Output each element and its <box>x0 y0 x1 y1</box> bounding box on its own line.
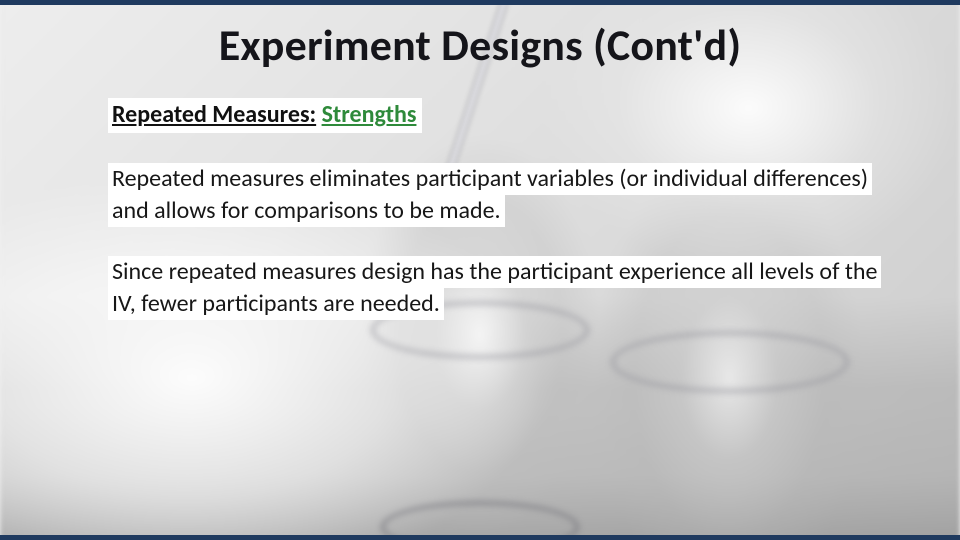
subheading-topic: Repeated Measures: <box>112 100 316 129</box>
body-paragraph-text: Since repeated measures design has the p… <box>108 256 881 320</box>
subheading-emphasis: Strengths <box>322 100 417 129</box>
body-paragraph-text: Repeated measures eliminates participant… <box>108 163 872 227</box>
body-paragraph: Since repeated measures design has the p… <box>108 256 900 319</box>
slide-content: Experiment Designs (Cont'd) Repeated Mea… <box>0 0 960 540</box>
subheading-row: Repeated Measures: Strengths <box>108 98 960 133</box>
body-paragraph: Repeated measures eliminates participant… <box>108 163 900 226</box>
subheading: Repeated Measures: Strengths <box>108 98 422 133</box>
slide-title: Experiment Designs (Cont'd) <box>0 18 960 72</box>
